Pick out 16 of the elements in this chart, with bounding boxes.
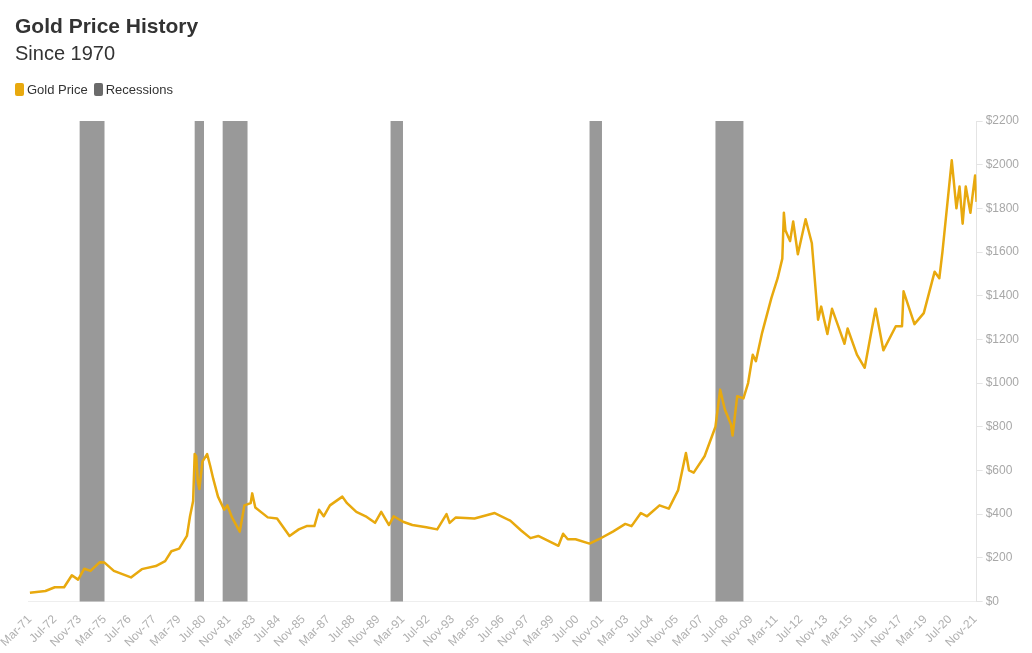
- y-tick-label: $1600: [985, 244, 1020, 259]
- legend-label: Gold Price: [27, 82, 88, 97]
- chart-title: Gold Price History: [15, 14, 199, 38]
- y-tick-label: $1400: [985, 288, 1020, 303]
- y-tick-label: $1200: [985, 331, 1020, 346]
- y-tick-label: $1000: [985, 375, 1020, 390]
- y-tick-label: $400: [985, 506, 1013, 521]
- band-label: Recessions: [105, 82, 173, 97]
- y-tick-label: $2200: [985, 113, 1020, 128]
- y-tick-label: $0: [985, 593, 1000, 608]
- y-tick-label: $1800: [985, 200, 1020, 215]
- y-tick-label: $800: [985, 419, 1013, 434]
- y-tick-label: $2000: [985, 156, 1020, 171]
- y-tick-label: $600: [985, 462, 1013, 477]
- y-tick-label: $200: [985, 550, 1013, 565]
- chart-subtitle: Since 1970: [15, 42, 116, 65]
